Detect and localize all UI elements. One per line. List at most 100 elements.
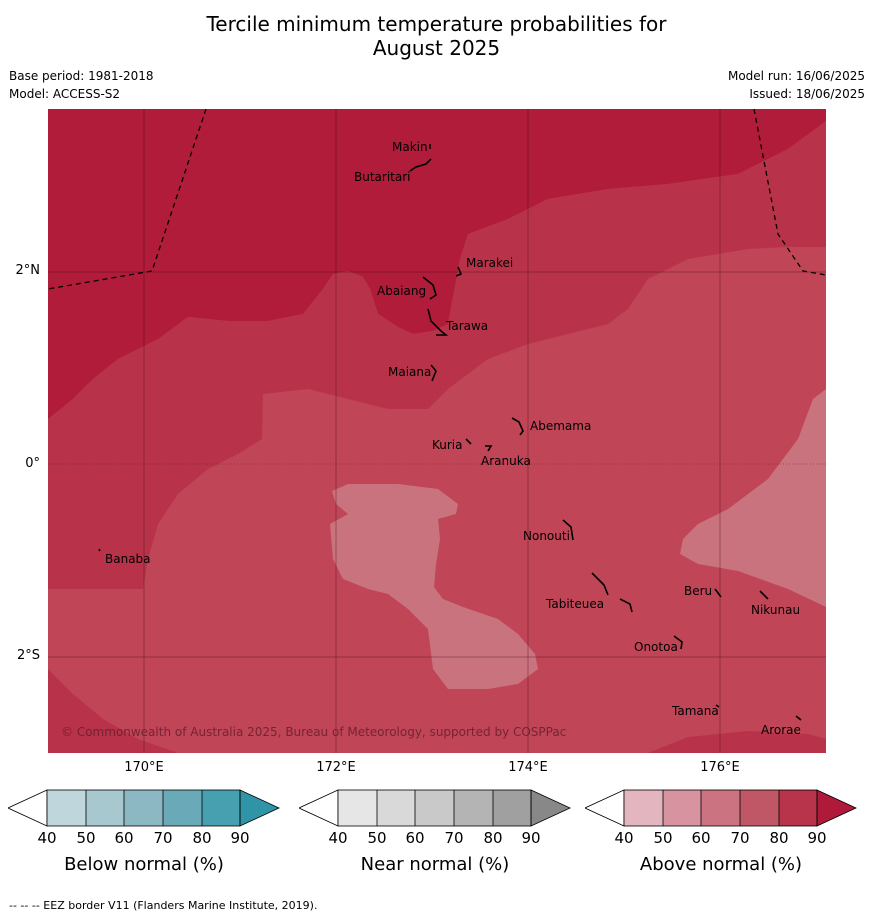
nonouti-island: [562, 519, 574, 541]
butaritari-island: [409, 158, 432, 172]
band-80-90-inner: [48, 121, 826, 589]
colorbar-below-70-80: [163, 790, 202, 826]
abemama-island: [511, 417, 524, 436]
beru-island: [714, 588, 722, 598]
label-abaiang: Abaiang: [377, 284, 426, 298]
colorbar-above-60-70: [701, 790, 740, 826]
label-aranuka: Aranuka: [481, 454, 531, 468]
label-arorae: Arorae: [761, 723, 801, 737]
band-80-90-southeast: [648, 731, 826, 753]
band-80-90-north: [48, 109, 826, 419]
lat-label-2n: 2°N: [15, 263, 41, 278]
eez-border: [48, 109, 826, 290]
colorbar-above-80-90: [779, 790, 817, 826]
banaba-island: [98, 548, 101, 552]
tabiteuea-island-north: [591, 572, 609, 596]
label-tamana: Tamana: [671, 704, 719, 718]
colorbar-above-underflow: [585, 789, 625, 827]
colorbar-below-50-60: [86, 790, 124, 826]
tick: 50: [76, 829, 96, 847]
label-tabiteuea: Tabiteuea: [545, 597, 604, 611]
title-line-1: Tercile minimum temperature probabilitie…: [206, 12, 667, 36]
label-nikunau: Nikunau: [751, 603, 800, 617]
label-beru: Beru: [684, 584, 712, 598]
abaiang-island: [422, 276, 437, 300]
colorbar-below-label: Below normal (%): [64, 854, 224, 875]
graticule: [48, 109, 826, 753]
map-title: Tercile minimum temperature probabilitie…: [0, 12, 873, 60]
colorbar-above: [585, 789, 857, 827]
label-kuria: Kuria: [432, 438, 463, 452]
label-maiana: Maiana: [388, 365, 431, 379]
maiana-island: [430, 364, 437, 382]
colorbar-below-40-50: [47, 790, 86, 826]
band-80-90-southwest: [48, 669, 178, 753]
meta-right: Model run: 16/06/2025 Issued: 18/06/2025: [728, 67, 865, 103]
tick: 40: [37, 829, 57, 847]
tick: 60: [691, 829, 711, 847]
model-name: Model: ACCESS-S2: [9, 87, 121, 101]
tick: 80: [769, 829, 789, 847]
colorbar-near-60-70: [415, 790, 454, 826]
tick: 60: [405, 829, 425, 847]
kuria-island: [465, 438, 472, 445]
label-tarawa: Tarawa: [445, 319, 488, 333]
tick: 50: [367, 829, 387, 847]
band-60-70-center: [330, 484, 538, 689]
title-line-2: August 2025: [372, 36, 501, 60]
issued-date: Issued: 18/06/2025: [749, 87, 865, 101]
tick: 70: [153, 829, 173, 847]
base-period: Base period: 1981-2018: [9, 69, 154, 83]
lon-label-172e: 172°E: [316, 760, 356, 775]
tick: 90: [521, 829, 541, 847]
label-banaba: Banaba: [105, 552, 151, 566]
tick: 70: [730, 829, 750, 847]
probability-map: Makin Butaritari Marakei Abaiang Tarawa …: [48, 109, 826, 753]
tick: 50: [653, 829, 673, 847]
lat-label-0: 0°: [25, 456, 40, 471]
colorbar-below-60-70: [124, 790, 163, 826]
colorbar-below-80-90: [202, 790, 240, 826]
colorbar-above-70-80: [740, 790, 779, 826]
tick: 80: [192, 829, 212, 847]
tick: 40: [614, 829, 634, 847]
colorbar-near-70-80: [454, 790, 493, 826]
copyright-notice: © Commonwealth of Australia 2025, Bureau…: [61, 725, 566, 739]
colorbar-above-50-60: [663, 790, 701, 826]
islands: [98, 144, 802, 721]
colorbar-below-underflow: [8, 789, 48, 827]
model-run: Model run: 16/06/2025: [727, 69, 865, 83]
tick: 80: [483, 829, 503, 847]
band-60-70-east: [680, 389, 826, 607]
label-nonouti: Nonouti: [523, 529, 570, 543]
onotoa-island: [673, 635, 683, 650]
colorbar-near-label: Near normal (%): [360, 854, 510, 875]
colorbar-above-label: Above normal (%): [639, 854, 803, 875]
marakei-island: [455, 266, 463, 277]
label-makin: Makin: [392, 140, 428, 154]
lon-label-170e: 170°E: [124, 760, 164, 775]
lat-label-2s: 2°S: [16, 648, 40, 663]
colorbar-above-40-50: [624, 790, 663, 826]
aranuka-island: [485, 445, 493, 452]
eez-footnote: -- -- -- EEZ border V11 (Flanders Marine…: [9, 899, 318, 912]
tabiteuea-island-south: [619, 598, 633, 613]
nikunau-island: [759, 590, 769, 600]
colorbar-near-80-90: [493, 790, 531, 826]
lon-label-176e: 176°E: [700, 760, 740, 775]
label-butaritari: Butaritari: [354, 170, 411, 184]
tick: 60: [114, 829, 134, 847]
label-onotoa: Onotoa: [634, 640, 678, 654]
colorbar-above-overflow: [816, 789, 857, 827]
tamana-island: [715, 704, 720, 708]
meta-left: Base period: 1981-2018 Model: ACCESS-S2: [9, 67, 154, 103]
arorae-island: [795, 715, 802, 721]
label-marakei: Marakei: [466, 256, 513, 270]
colorbar-near-overflow: [530, 789, 571, 827]
label-abemama: Abemama: [530, 419, 591, 433]
colorbar-below: [8, 789, 280, 827]
colorbar-near-underflow: [299, 789, 339, 827]
tick: 90: [230, 829, 250, 847]
colorbar-near-40-50: [338, 790, 377, 826]
tick: 40: [328, 829, 348, 847]
